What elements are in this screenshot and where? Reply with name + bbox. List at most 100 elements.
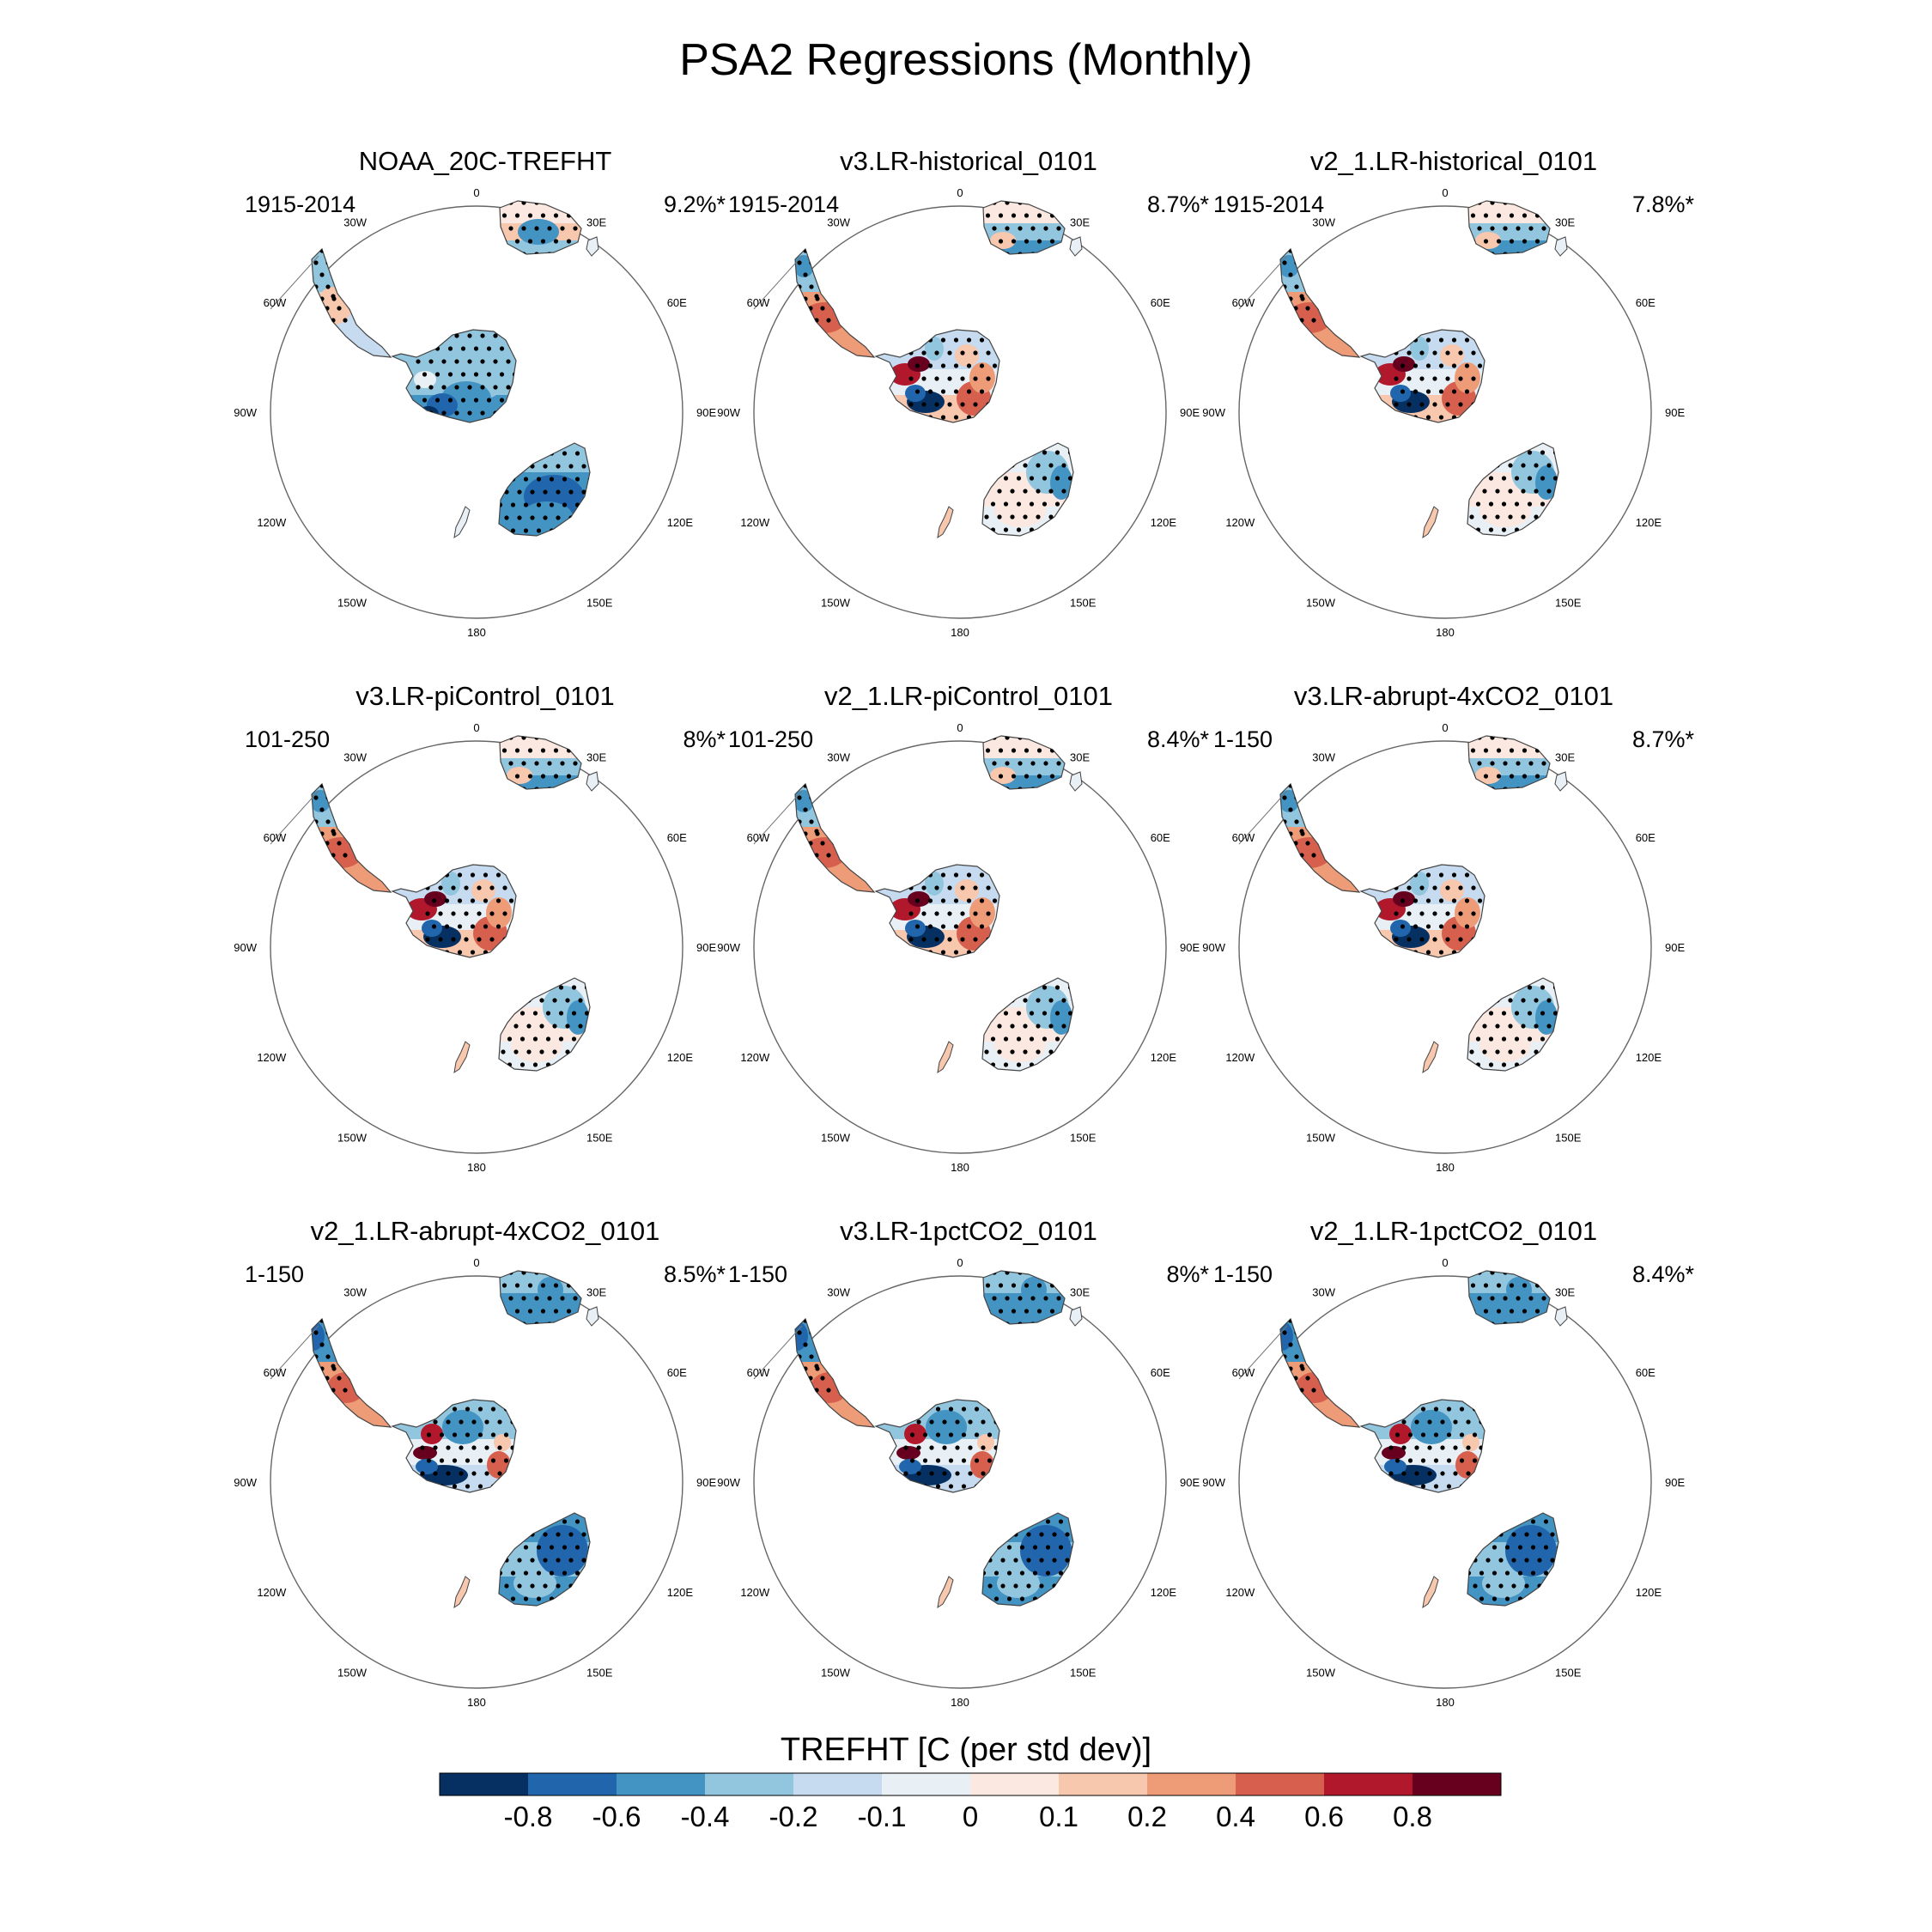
south-america-field-coastline (794, 247, 876, 358)
madagascar (1069, 771, 1083, 792)
panel-explained-variance: 8.4%* (1631, 1261, 1694, 1287)
antarctica-field-coastline (1359, 329, 1485, 423)
antarctica-field-coastline (1359, 864, 1485, 958)
panel-period: 101-250 (245, 726, 331, 752)
longitude-label: 30E (1555, 750, 1575, 763)
longitude-label: 150W (1306, 597, 1336, 610)
longitude-label: 60W (747, 296, 770, 309)
panel-v2-1-lr-1pctco2: v2_1.LR-1pctCO2_0101 1-150 8.4%* 0 30E 60E… (1202, 1216, 1694, 1714)
new-zealand (453, 1041, 471, 1074)
longitude-label: 150E (1555, 1132, 1582, 1145)
panel-title: v3.LR-piControl_0101 (355, 681, 615, 711)
longitude-label: 60W (264, 1366, 287, 1379)
longitude-label: 30W (1312, 1285, 1335, 1298)
antarctica-field-coastline (391, 864, 517, 958)
new-zealand (937, 1576, 954, 1609)
antarctica-field-coastline (874, 329, 1000, 423)
antarctica-field-coastline (874, 1399, 1000, 1493)
panel-explained-variance: 8.7%* (1146, 191, 1209, 217)
colorbar-tick-label: -0.4 (681, 1801, 730, 1832)
colorbar-swatch (1236, 1773, 1325, 1795)
polar-stereographic-map: 0 30E 60E 90E 120E 150E 180 150W 120W 90W 60W 30W (717, 1256, 1200, 1709)
africa-field-coastline (499, 1270, 582, 1325)
south-america-field-coastline (311, 247, 392, 358)
colorbar-swatch (1324, 1773, 1413, 1795)
longitude-label: 180 (1436, 1696, 1455, 1709)
colorbar-tick-label: 0.2 (1127, 1801, 1167, 1832)
africa-field-significance-stipple (1468, 1271, 1546, 1324)
panel-title: v2_1.LR-1pctCO2_0101 (1309, 1216, 1598, 1246)
panel-period: 1-150 (245, 1261, 305, 1287)
longitude-label: 60E (1151, 831, 1170, 844)
longitude-label: 180 (1436, 626, 1455, 639)
map-edge-tick (753, 1325, 803, 1380)
polar-stereographic-map: 0 30E 60E 90E 120E 150E 180 150W 120W 90W 60W 30W (1202, 186, 1685, 639)
longitude-label: 150W (821, 1667, 851, 1680)
antarctica-field-significance-stipple (903, 1406, 999, 1489)
south-america-field-coastline (1279, 247, 1361, 358)
longitude-label: 150E (586, 1132, 613, 1145)
longitude-label: 30E (586, 216, 606, 228)
longitude-label: 150E (1070, 1132, 1097, 1145)
panel-period: 1-150 (728, 1261, 788, 1287)
longitude-label: 120W (1225, 516, 1255, 529)
longitude-label: 90E (1665, 1476, 1685, 1489)
panel-title: NOAA_20C-TREFHT (358, 146, 612, 176)
longitude-label: 150E (586, 597, 613, 610)
colorbar-tick-label: -0.8 (504, 1801, 553, 1832)
longitude-label: 90W (234, 1476, 257, 1489)
polar-stereographic-map: 0 30E 60E 90E 120E 150E 180 150W 120W 90W 60W 30W (717, 186, 1200, 639)
australia-field-coastline (1467, 977, 1559, 1072)
antarctica-field-coastline (391, 1399, 517, 1493)
south-america-field-coastline (794, 782, 876, 893)
south-america-field-coastline (794, 1317, 876, 1428)
panel-v2-1-lr-historical: v2_1.LR-historical_0101 1915-2014 7.8%* … (1202, 146, 1694, 644)
panel-explained-variance: 8%* (683, 726, 726, 752)
panel-explained-variance: 8%* (1166, 1261, 1209, 1287)
panel-period: 101-250 (728, 726, 814, 752)
panel-explained-variance: 8.7%* (1631, 726, 1694, 752)
longitude-label: 90W (234, 941, 257, 954)
longitude-label: 150E (1070, 1667, 1097, 1680)
colorbar: -0.8 -0.6 -0.4 -0.2 -0.1 0 0.1 0.2 0.4 0.6 0.8 (439, 1772, 1502, 1832)
panel-period: 1915-2014 (245, 191, 356, 217)
longitude-label: 120W (740, 1586, 770, 1599)
longitude-label: 30W (1312, 216, 1335, 228)
colorbar-tick-label: -0.6 (592, 1801, 641, 1832)
colorbar-tick-label: 0.6 (1304, 1801, 1344, 1832)
longitude-label: 150W (337, 597, 368, 610)
longitude-label: 120W (257, 516, 287, 529)
south-america-field-coastline (311, 782, 392, 893)
longitude-label: 90W (1202, 941, 1225, 954)
panel-noaa-20c-trefht: NOAA_20C-TREFHT 1915-2014 9.2%* 0 30E 60E 9… (234, 146, 726, 644)
longitude-label: 60E (1636, 831, 1656, 844)
colorbar-tick-label: 0 (963, 1801, 978, 1832)
longitude-label: 150W (821, 1132, 851, 1145)
longitude-label: 30E (1555, 216, 1575, 228)
longitude-label: 150E (1555, 597, 1582, 610)
madagascar (586, 1306, 599, 1327)
longitude-label: 120W (257, 1051, 287, 1064)
colorbar-swatch (1413, 1773, 1502, 1795)
longitude-label: 90E (696, 406, 716, 419)
figure-title: PSA2 Regressions (Monthly) (679, 35, 1253, 85)
longitude-label: 120W (740, 1051, 770, 1064)
longitude-label: 90E (1180, 1476, 1200, 1489)
longitude-label: 180 (951, 1161, 969, 1174)
polar-stereographic-map: 0 30E 60E 90E 120E 150E 180 150W 120W 90W 60W 30W (1202, 1256, 1685, 1709)
panel-explained-variance: 8.4%* (1146, 726, 1209, 752)
map-edge-tick (753, 790, 803, 845)
antarctica-field-coastline (1359, 1399, 1485, 1493)
australia-field-coastline (1467, 442, 1559, 537)
longitude-label: 120E (1636, 1051, 1662, 1064)
longitude-label: 0 (957, 186, 963, 199)
map-edge-tick (270, 790, 319, 845)
new-zealand (937, 506, 954, 539)
panel-explained-variance: 9.2%* (663, 191, 726, 217)
longitude-label: 0 (1442, 1256, 1448, 1269)
longitude-label: 60E (667, 296, 687, 309)
antarctica-field-coastline (391, 329, 517, 423)
longitude-label: 0 (957, 1256, 963, 1269)
colorbar-swatch (1059, 1773, 1148, 1795)
longitude-label: 90W (1202, 1476, 1225, 1489)
